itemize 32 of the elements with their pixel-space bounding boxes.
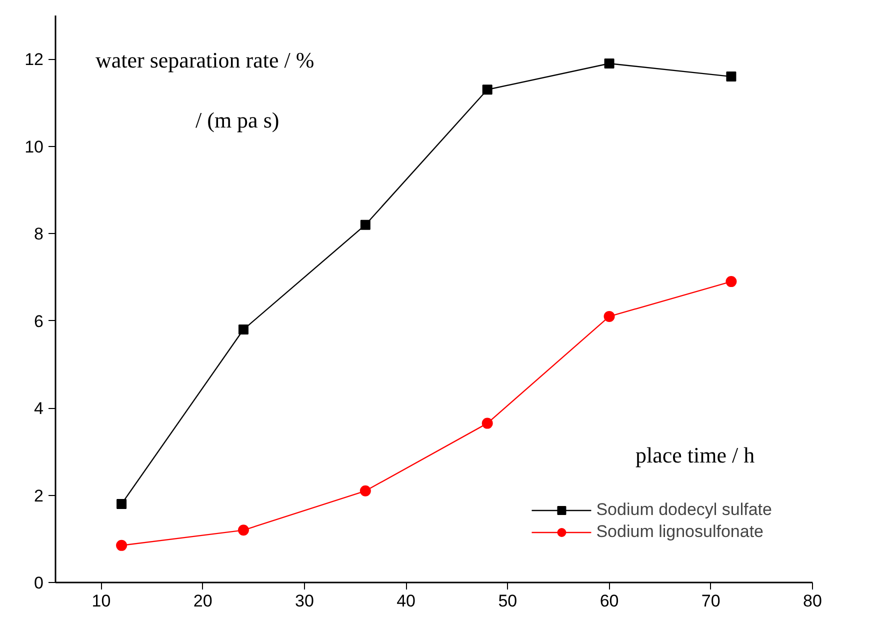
point [482,84,492,95]
point [604,310,615,322]
x-tick-label: 10 [92,592,111,610]
x-axis-title: place time / h [636,442,755,468]
y-tick-label: 10 [24,137,44,156]
x-tick-label: 60 [600,592,619,610]
point [726,276,737,288]
y-tick-label: 8 [34,224,44,244]
point [604,58,614,68]
x-tick-label: 80 [803,592,822,610]
x-tick-label: 70 [701,592,720,610]
y-tick-label: 4 [34,399,44,418]
legend-label: Sodium dodecyl sulfate [596,500,772,520]
y-axis-title: water separation rate / % [96,48,314,72]
annotation: / (m pa s) [196,108,280,132]
y-tick-label: 0 [34,574,44,592]
point [116,498,127,509]
point [360,220,370,230]
point [238,324,248,335]
x-tick-label: 50 [498,592,518,610]
x-tick-label: 20 [193,592,212,610]
x-tick-label: 40 [396,592,416,610]
point [482,418,493,429]
y-tick-label: 12 [24,50,44,70]
point [116,540,128,551]
x-tick-label: 30 [294,592,314,610]
point [726,72,736,82]
legend-label: Sodium lignosulfonate [596,522,764,542]
point [360,485,371,496]
point [238,524,249,536]
y-tick-label: 6 [34,312,44,331]
y-tick-label: 2 [34,486,44,506]
